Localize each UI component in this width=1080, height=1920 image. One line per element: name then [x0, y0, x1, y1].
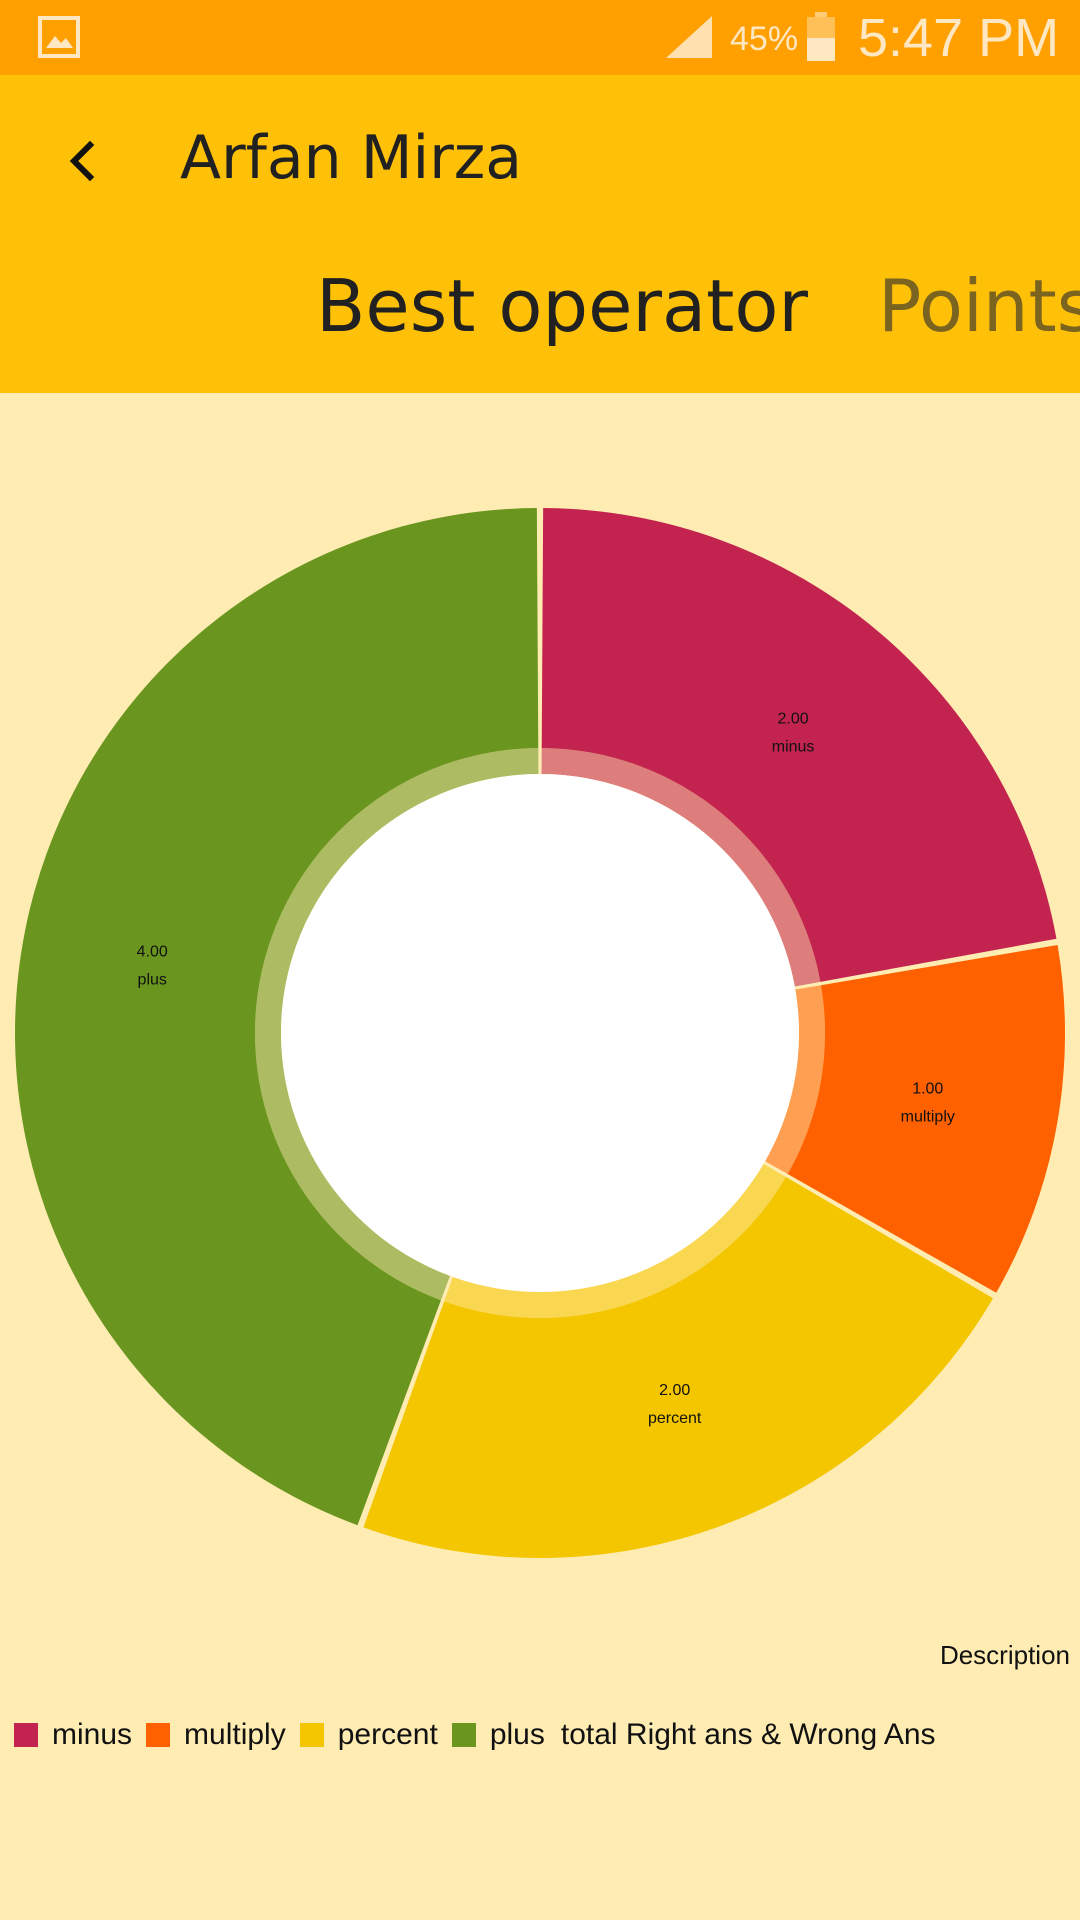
slice-value-minus: 2.00 — [778, 710, 809, 727]
page-title: Arfan Mirza — [180, 123, 523, 193]
gallery-icon — [38, 16, 80, 58]
legend-extra-text: total Right ans & Wrong Ans — [560, 1718, 936, 1751]
legend-item-minus: minus — [14, 1718, 132, 1752]
slice-label-plus: plus — [138, 972, 167, 989]
legend-label-percent: percent — [337, 1718, 438, 1751]
slice-inner-ring-minus — [541, 748, 821, 987]
slice-inner-ring-plus — [255, 748, 539, 1301]
tab-best-operator[interactable]: Best operator — [316, 264, 808, 348]
clock: 5:47 PM — [858, 8, 1060, 68]
slice-multiply[interactable] — [787, 944, 1065, 1293]
slice-value-multiply: 1.00 — [912, 1080, 943, 1097]
tab-points[interactable]: Points — [878, 264, 1080, 348]
slice-label-percent: percent — [648, 1410, 702, 1427]
legend-swatch-percent — [299, 1723, 324, 1747]
chart-description: Description — [939, 1640, 1070, 1670]
legend-item-plus: plus — [451, 1718, 545, 1752]
slice-value-percent: 2.00 — [659, 1382, 690, 1399]
legend-swatch-multiply — [146, 1723, 171, 1747]
slice-minus[interactable] — [541, 508, 1057, 982]
chevron-left-icon — [69, 140, 95, 182]
legend-label-multiply: multiply — [184, 1718, 286, 1751]
slice-inner-ring-multiply — [765, 985, 825, 1175]
legend-swatch-minus — [14, 1723, 38, 1747]
status-bar: 45% 5:47 PM — [0, 0, 1080, 75]
donut-chart-svg[interactable]: 2.00 minus 1.00 multiply 2.00 percent 4.00 plus — [0, 393, 1080, 1593]
signal-icon — [666, 16, 712, 58]
slice-label-minus: minus — [772, 738, 815, 755]
battery-icon — [807, 12, 835, 61]
donut-hole — [281, 774, 799, 1292]
slice-plus[interactable] — [14, 508, 539, 1526]
back-button[interactable] — [52, 129, 116, 193]
battery-percentage: 45% — [730, 20, 799, 58]
chart-legend: minus multiply percent plus total Right … — [14, 1718, 936, 1752]
legend-item-percent: percent — [299, 1718, 438, 1752]
legend-label-minus: minus — [52, 1718, 133, 1751]
slice-label-multiply: multiply — [901, 1108, 955, 1125]
slice-percent[interactable] — [363, 1176, 994, 1558]
legend-swatch-plus — [451, 1723, 476, 1747]
donut-chart[interactable]: 2.00 minus 1.00 multiply 2.00 percent 4.00 plus — [0, 393, 1080, 1593]
legend-item-multiply: multiply — [146, 1718, 286, 1752]
legend-label-plus: plus — [489, 1718, 545, 1751]
app-bar: Arfan Mirza Best operator Points — [0, 75, 1080, 393]
slice-value-plus: 4.00 — [137, 944, 168, 961]
slice-inner-ring-percent — [444, 1163, 786, 1318]
